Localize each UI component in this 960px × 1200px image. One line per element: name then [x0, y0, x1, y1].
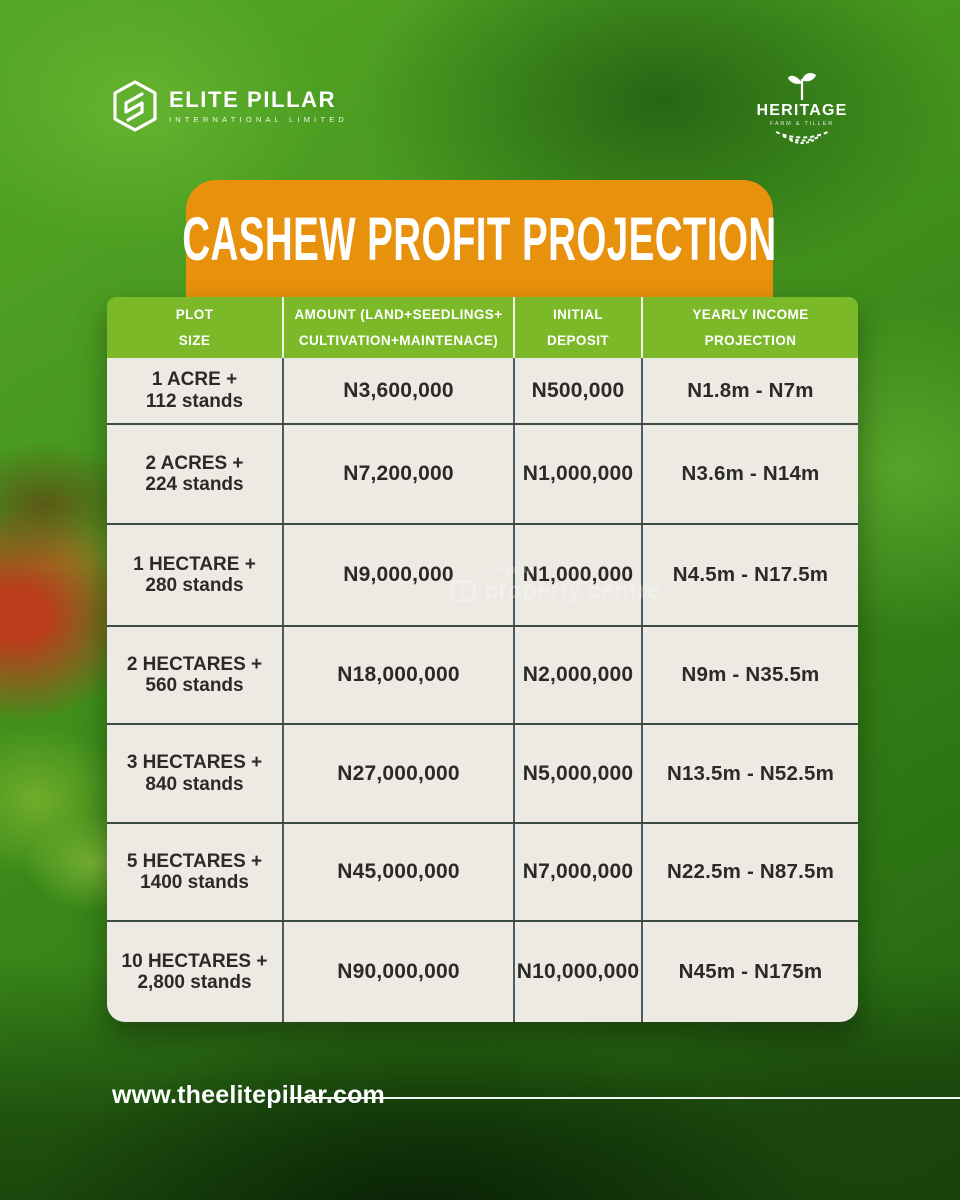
header-line: PROJECTION [704, 332, 797, 348]
plot-size-line2: 560 stands [145, 675, 244, 696]
income-cell: N4.5m - N17.5m [672, 563, 829, 586]
amount-cell: N7,200,000 [284, 425, 515, 523]
header-line: CULTIVATION+MAINTENACE) [298, 332, 499, 348]
plot-size-line1: 1 HECTARE + [133, 553, 256, 575]
header-line: PLOT [175, 306, 214, 322]
table-row: 3 HECTARES + 840 stands N27,000,000 N5,0… [107, 723, 858, 822]
table-row: 2 HECTARES + 560 stands N18,000,000 N2,0… [107, 625, 858, 723]
amount-cell: N9,000,000 [284, 525, 515, 625]
header-yearly-income: YEARLY INCOME PROJECTION [643, 297, 858, 358]
plot-size-line2: 112 stands [145, 390, 244, 412]
plot-size-cell: 2 ACRES + 224 stands [107, 425, 284, 523]
plot-size-line2: 1400 stands [140, 872, 249, 893]
header-plot-size: PLOT SIZE [107, 297, 284, 358]
heritage-subtitle: FARM & TILLER [770, 121, 834, 127]
amount-cell: N3,600,000 [284, 358, 515, 423]
elite-pillar-wordmark: ELITE PILLAR INTERNATIONAL LIMITED [169, 86, 349, 124]
projection-table: PLOT SIZE AMOUNT (LAND+SEEDLINGS+ CULTIV… [107, 297, 858, 1022]
plot-size-line2: 280 stands [145, 575, 244, 596]
elite-pillar-hexagon-icon [112, 80, 158, 132]
sprout-icon [787, 72, 817, 105]
plot-size-line1: 2 ACRES + [145, 452, 244, 474]
table-row: 5 HECTARES + 1400 stands N45,000,000 N7,… [107, 822, 858, 920]
header-line: INITIAL [552, 306, 604, 322]
plot-size-line1: 5 HECTARES + [126, 850, 263, 872]
amount-cell: N45,000,000 [284, 824, 515, 920]
income-cell: N45m - N175m [678, 960, 823, 983]
deposit-cell: N1,000,000 [515, 525, 643, 625]
plot-size-cell: 2 HECTARES + 560 stands [107, 627, 284, 723]
plot-size-line1: 1 ACRE + [151, 369, 238, 391]
header-initial-deposit: INITIAL DEPOSIT [515, 297, 643, 358]
page-title: CASHEW PROFIT PROJECTION [182, 204, 777, 273]
website-url: www.theelitepillar.com [112, 1081, 385, 1109]
header-line: DEPOSIT [546, 332, 610, 348]
deposit-cell: N5,000,000 [515, 725, 643, 822]
deposit-cell: N10,000,000 [515, 922, 643, 1022]
income-cell: N13.5m - N52.5m [666, 761, 835, 785]
amount-cell: N90,000,000 [284, 922, 515, 1022]
elite-pillar-logo: ELITE PILLAR INTERNATIONAL LIMITED [112, 80, 348, 132]
heritage-name: HERITAGE [756, 102, 848, 119]
title-banner: CASHEW PROFIT PROJECTION [182, 180, 776, 297]
plot-size-cell: 1 HECTARE + 280 stands [107, 525, 284, 625]
furrow-field-icon [770, 130, 834, 151]
elite-pillar-subtitle: INTERNATIONAL LIMITED [169, 114, 349, 124]
table-row: 1 HECTARE + 280 stands N9,000,000 N1,000… [107, 523, 858, 625]
table-row: 1 ACRE + 112 stands N3,600,000 N500,000 … [107, 358, 858, 423]
income-cell: N9m - N35.5m [681, 663, 820, 686]
amount-cell: N18,000,000 [284, 627, 515, 723]
plot-size-line2: 224 stands [145, 474, 244, 495]
header-amount: AMOUNT (LAND+SEEDLINGS+ CULTIVATION+MAIN… [284, 297, 515, 358]
amount-cell: N27,000,000 [284, 725, 515, 822]
plot-size-cell: 3 HECTARES + 840 stands [107, 725, 284, 822]
elite-pillar-name: ELITE PILLAR [169, 86, 337, 112]
plot-size-line1: 3 HECTARES + [126, 752, 263, 774]
deposit-cell: N500,000 [515, 358, 643, 423]
header-line: YEARLY INCOME [692, 306, 809, 322]
heritage-logo: HERITAGE FARM & TILLER [752, 72, 852, 151]
header-line: SIZE [178, 332, 211, 348]
deposit-cell: N1,000,000 [515, 425, 643, 523]
plot-size-line1: 2 HECTARES + [126, 653, 263, 675]
header-line: AMOUNT (LAND+SEEDLINGS+ [294, 306, 503, 322]
plot-size-cell: 5 HECTARES + 1400 stands [107, 824, 284, 920]
income-cell: N1.8m - N7m [687, 378, 814, 402]
income-cell: N22.5m - N87.5m [666, 860, 835, 883]
deposit-cell: N7,000,000 [515, 824, 643, 920]
plot-size-line1: 10 HECTARES + [121, 950, 268, 972]
plot-size-cell: 10 HECTARES + 2,800 stands [107, 922, 284, 1022]
table-header-row: PLOT SIZE AMOUNT (LAND+SEEDLINGS+ CULTIV… [107, 297, 858, 358]
deposit-cell: N2,000,000 [515, 627, 643, 723]
plot-size-line2: 2,800 stands [137, 972, 252, 993]
table-row: 2 ACRES + 224 stands N7,200,000 N1,000,0… [107, 423, 858, 523]
table-row: 10 HECTARES + 2,800 stands N90,000,000 N… [107, 920, 858, 1022]
plot-size-cell: 1 ACRE + 112 stands [107, 358, 284, 423]
income-cell: N3.6m - N14m [681, 462, 820, 485]
plot-size-line2: 840 stands [145, 773, 244, 795]
footer-divider-line [290, 1097, 960, 1099]
